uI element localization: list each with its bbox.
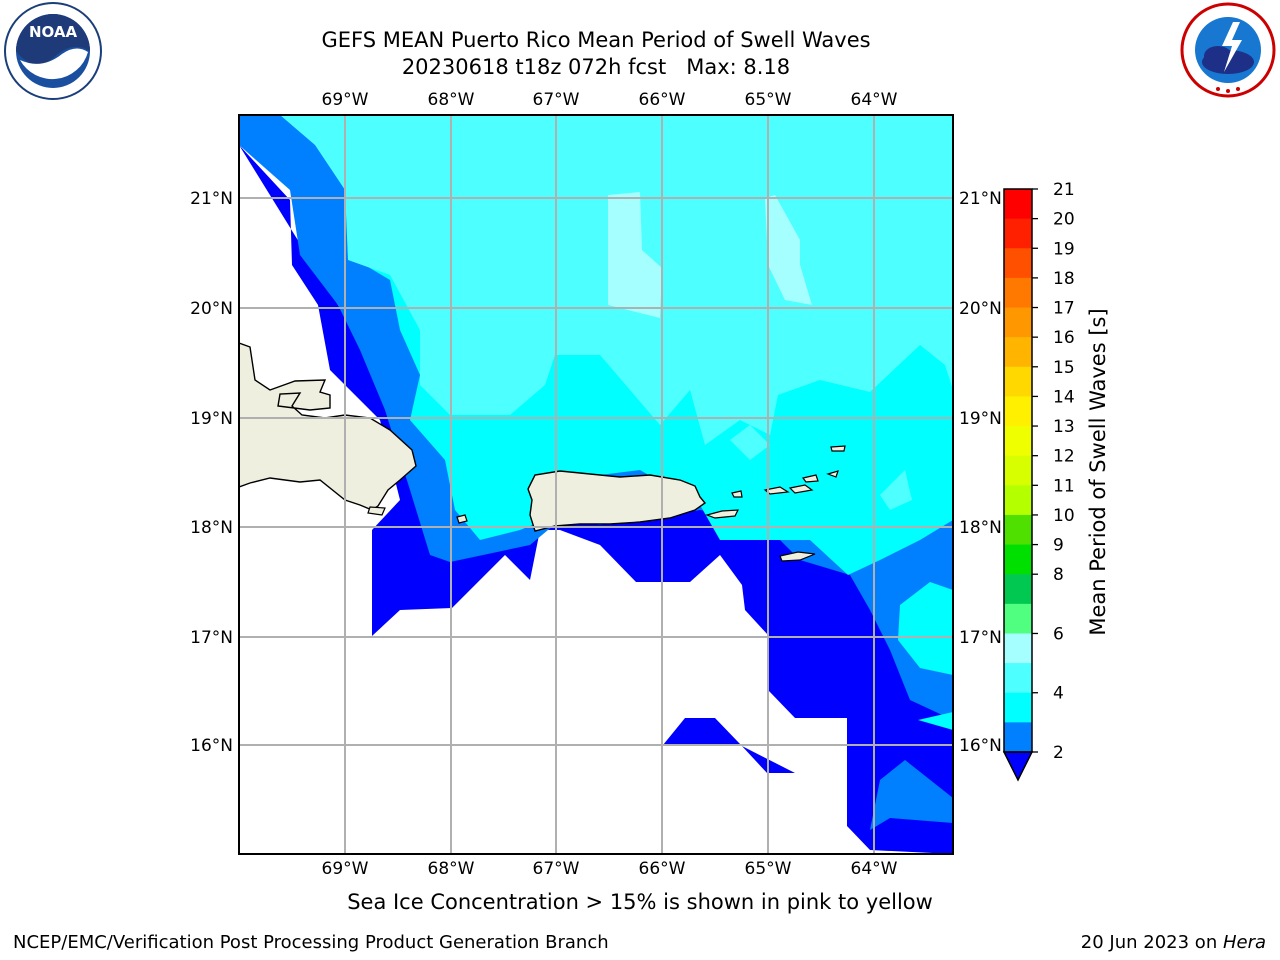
- colorbar-swatch: [1004, 218, 1032, 249]
- lat-label-left: 16°N: [190, 736, 233, 756]
- lon-label-bottom: 67°W: [533, 859, 580, 879]
- colorbar-tick-label: 21: [1053, 180, 1075, 200]
- colorbar-frame: [1003, 188, 1033, 753]
- colorbar-swatch: [1004, 663, 1032, 694]
- colorbar-swatch: [1004, 574, 1032, 605]
- swell-band-8-9: [608, 192, 662, 318]
- colorbar: 21 20 19 18 17 16 15 14 13 12 11 10 9 8 6 4 2: [1002, 180, 1075, 782]
- lat-label-right: 18°N: [959, 518, 1002, 538]
- colorbar-swatch: [1004, 455, 1032, 486]
- lat-label-left: 17°N: [190, 628, 233, 648]
- lon-label-top: 67°W: [533, 90, 580, 110]
- lat-label-left: 18°N: [190, 518, 233, 538]
- lon-label-bottom: 69°W: [322, 859, 369, 879]
- colorbar-tick-label: 11: [1053, 476, 1075, 496]
- colorbar-tick-label: 12: [1053, 447, 1075, 467]
- colorbar-swatch: [1004, 248, 1032, 279]
- footer-host: Hera: [1222, 932, 1266, 953]
- lat-label-left: 19°N: [190, 409, 233, 429]
- map-subtitle: 20230618 t18z 072h fcst Max: 8.18: [401, 55, 791, 79]
- nws-logo-icon: [1180, 2, 1276, 98]
- colorbar-swatch: [1004, 603, 1032, 634]
- colorbar-tick-label: 4: [1053, 684, 1064, 704]
- lat-label-left: 21°N: [190, 189, 233, 209]
- graticule: [239, 115, 953, 854]
- colorbar-swatch: [1004, 485, 1032, 516]
- noaa-logo-icon: NOAA: [4, 2, 102, 100]
- colorbar-swatch: [1004, 396, 1032, 427]
- colorbar-label: Mean Period of Swell Waves [s]: [1086, 308, 1110, 635]
- footer-date: 20 Jun 2023 on: [1080, 932, 1223, 953]
- lon-label-bottom: 68°W: [428, 859, 475, 879]
- land-puerto-rico: [527, 470, 707, 532]
- lat-label-right: 21°N: [959, 189, 1002, 209]
- colorbar-tick-label: 8: [1053, 565, 1064, 585]
- colorbar-tick-label: 19: [1053, 239, 1075, 259]
- map-title: GEFS MEAN Puerto Rico Mean Period of Swe…: [321, 28, 871, 52]
- colorbar-tick-label: 13: [1053, 417, 1075, 437]
- colorbar-swatch: [1004, 189, 1032, 220]
- lat-label-left: 20°N: [190, 299, 233, 319]
- footer-credit: NCEP/EMC/Verification Post Processing Pr…: [13, 932, 609, 953]
- colorbar-swatch: [1004, 544, 1032, 575]
- sea-ice-caption: Sea Ice Concentration > 15% is shown in …: [347, 890, 933, 914]
- colorbar-swatch: [1004, 307, 1032, 338]
- colorbar-tick-label: 14: [1053, 387, 1075, 407]
- lon-label-bottom: 66°W: [639, 859, 686, 879]
- lon-label-top: 65°W: [745, 90, 792, 110]
- noaa-logo-text: NOAA: [29, 23, 78, 41]
- lon-label-bottom: 65°W: [745, 859, 792, 879]
- footer-date-host: 20 Jun 2023 on Hera: [1081, 932, 1266, 953]
- colorbar-tick-label: 15: [1053, 358, 1075, 378]
- colorbar-extend-arrow: [1002, 751, 1034, 782]
- colorbar-swatch: [1004, 277, 1032, 309]
- colorbar-tick-label: 6: [1053, 624, 1064, 644]
- colorbar-swatch: [1004, 366, 1032, 397]
- lon-label-top: 69°W: [322, 90, 369, 110]
- colorbar-tick-label: 10: [1053, 506, 1075, 526]
- colorbar-tick-label: 2: [1053, 743, 1064, 763]
- lon-label-top: 68°W: [428, 90, 475, 110]
- lat-label-right: 17°N: [959, 628, 1002, 648]
- lon-label-bottom: 64°W: [851, 859, 898, 879]
- colorbar-tick-label: 16: [1053, 328, 1075, 348]
- colorbar-swatch: [1004, 514, 1032, 546]
- colorbar-tick-label: 17: [1053, 299, 1075, 319]
- lat-label-right: 20°N: [959, 299, 1002, 319]
- colorbar-tick-label: 18: [1053, 269, 1075, 289]
- lat-label-right: 19°N: [959, 409, 1002, 429]
- colorbar-tick-label: 20: [1053, 210, 1075, 230]
- lon-label-top: 66°W: [639, 90, 686, 110]
- lat-label-right: 16°N: [959, 736, 1002, 756]
- colorbar-swatch: [1004, 426, 1032, 457]
- colorbar-tick-label: 9: [1053, 536, 1064, 556]
- colorbar-swatch: [1004, 633, 1032, 664]
- colorbar-swatch: [1004, 337, 1032, 368]
- colorbar-swatch: [1004, 722, 1032, 753]
- colorbar-swatch: [1004, 692, 1032, 723]
- map-frame: [238, 114, 954, 855]
- lon-label-top: 64°W: [851, 90, 898, 110]
